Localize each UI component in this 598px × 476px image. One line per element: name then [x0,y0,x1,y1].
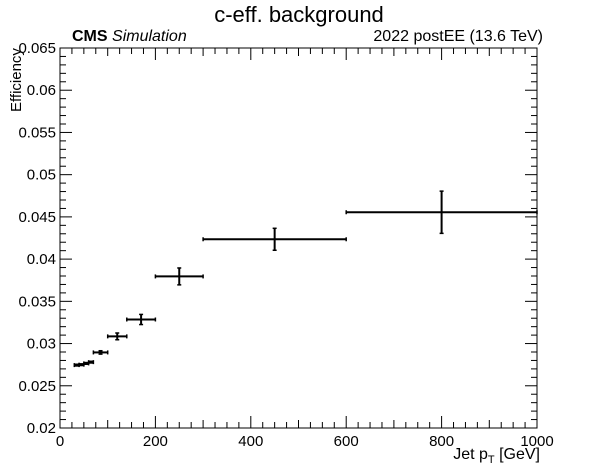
lumi-label: 2022 postEE (13.6 TeV) [373,28,543,45]
data-point [154,267,204,286]
data-point [92,349,109,355]
y-tick-label: 0.055 [18,124,56,141]
x-axis-label-main: Jet p [453,446,488,463]
y-tick-label: 0.025 [18,378,56,395]
plot-frame [59,47,538,429]
chart-title: c-eff. background [214,2,384,27]
experiment-label: CMS Simulation [72,28,187,46]
y-tick-label: 0.045 [18,209,56,226]
x-tick-label: 1000 [520,433,553,450]
data-point [83,361,90,366]
y-tick-label: 0.065 [18,40,56,57]
data-point [78,362,85,367]
x-tick-label: 600 [334,433,359,450]
x-tick-label: 800 [429,433,454,450]
axis-tick-labels: 0 200 400 600 800 1000 0.02 0.025 0.03 0.035 0.04 0… [18,40,553,450]
x-axis-label: Jet pT [GeV] [453,446,540,466]
cms-label: CMS [72,28,108,45]
axis-ticks [59,47,538,429]
x-tick-label: 200 [143,433,168,450]
data-points [73,190,538,368]
data-point [345,190,538,235]
data-point [87,360,95,365]
y-tick-label: 0.02 [27,420,56,437]
data-point [126,313,157,326]
y-tick-label: 0.04 [27,251,56,268]
x-tick-label: 0 [56,433,64,450]
y-tick-label: 0.06 [27,82,56,99]
y-tick-label: 0.03 [27,336,56,353]
y-tick-label: 0.05 [27,167,56,184]
y-tick-label: 0.035 [18,293,56,310]
data-point [73,363,80,368]
simulation-label: Simulation [112,28,187,45]
x-axis-label-unit: [GeV] [494,446,540,463]
data-point [202,227,347,251]
x-tick-label: 400 [238,433,263,450]
x-axis-label-sub: T [487,454,495,467]
data-point [106,332,128,341]
